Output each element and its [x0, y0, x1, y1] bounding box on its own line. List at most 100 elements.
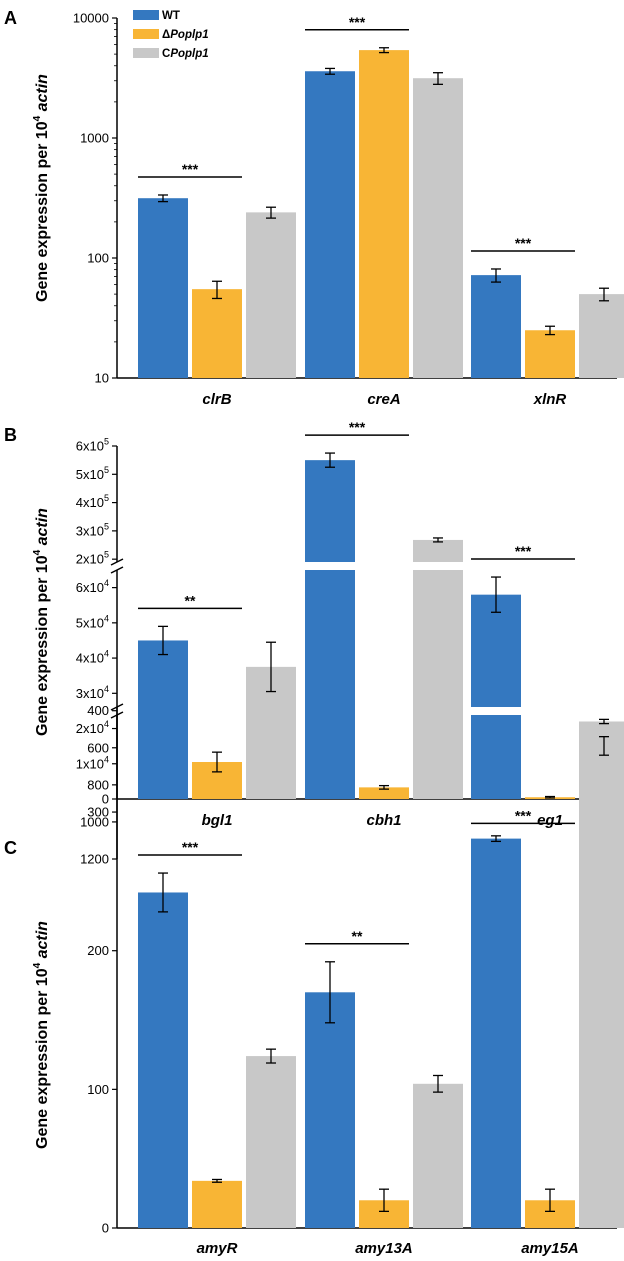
panel-c-y-tick-label-base: 600: [87, 740, 109, 755]
panel-c-y-axis-label-sup: 4: [32, 962, 43, 968]
panel-c-y-tick-label: 800: [87, 777, 109, 792]
panel-a-bar-mutant-clrb: [192, 289, 242, 378]
panel-a-bar-mutant-xlnr: [525, 330, 575, 378]
panel-c-y-tick-label-base: 800: [87, 777, 109, 792]
panel-a-bar-mutant-crea: [359, 50, 409, 379]
panel-c-bar-break-gap: [578, 707, 624, 715]
panel-a-y-tick-label-base: 10000: [73, 11, 109, 26]
panel-c-bar-mutant-amyr: [192, 1180, 242, 1228]
panel-b-letter: B: [4, 425, 17, 445]
panel-b-axis-break-mark: [110, 566, 124, 574]
panel-a-significance-label: ***: [515, 235, 532, 251]
panel-b-y-tick-label: 4x104: [76, 649, 109, 666]
panel-b-y-tick-label-exp: 4: [104, 754, 109, 764]
panel-c-y-tick-label: 1200: [80, 852, 109, 867]
legend-complement-prefix: C: [162, 48, 170, 60]
panel-b-y-tick-label: 4x105: [76, 493, 109, 510]
panel-c-category-label: amy15A: [521, 1240, 579, 1257]
panel-b-y-tick-label: 5x105: [76, 465, 109, 482]
panel-b-y-tick-label: 1x104: [76, 754, 109, 771]
legend: WT ΔPoplp1 CPoplp1: [133, 10, 209, 60]
panel-c-bar-complement-amyr: [246, 1056, 296, 1228]
panel-c-y-tick-label-base: 0: [102, 1221, 109, 1236]
panel-c-y-tick-label-base: 300: [87, 805, 109, 820]
panel-b-y-tick-label-exp: 5: [104, 493, 109, 503]
panel-a-y-axis-label: Gene expression per 104 actin: [32, 74, 51, 302]
panel-b-y-tick-label-exp: 4: [104, 649, 109, 659]
panel-b-bar-wt-eg1: [471, 594, 521, 799]
panel-c-significance-label: ***: [182, 839, 199, 855]
panel-c-y-axis-label-main: Gene expression per 10: [34, 968, 51, 1149]
panel-a-significance-label: ***: [182, 161, 199, 177]
panel-b-bar-complement-cbh1: [413, 539, 463, 799]
panel-b-y-tick-label-base: 4x10: [76, 651, 104, 666]
panel-c-y-tick-label: 300: [87, 805, 109, 820]
panel-b-y-tick-label-base: 3x10: [76, 523, 104, 538]
panel-c-y-tick-label-base: 1200: [80, 852, 109, 867]
panel-b-y-tick-label-base: 6x10: [76, 439, 104, 454]
legend-mutant-label: ΔPoplp1: [162, 29, 209, 41]
panel-b-category-label: cbh1: [366, 812, 401, 829]
legend-complement-label: CPoplp1: [162, 48, 209, 60]
panel-b-y-tick-label: 2x104: [76, 719, 109, 736]
panel-b-y-tick-label-base: 2x10: [76, 552, 104, 567]
panel-a-y-tick-label: 10000: [73, 11, 109, 26]
panel-b-y-tick-label-exp: 4: [104, 578, 109, 588]
panel-c-y-tick-label-base: 200: [87, 943, 109, 958]
panel-c-y-axis-label-italic: actin: [34, 921, 51, 963]
panel-c-bar-wt-amy13a: [305, 992, 355, 1228]
panel-b-y-tick-label-base: 6x10: [76, 580, 104, 595]
panel-a-y-tick-label: 100: [87, 251, 109, 266]
panel-b-category-label: eg1: [537, 812, 563, 829]
panel-a-y-tick-label-base: 1000: [80, 131, 109, 146]
panel-b-y-tick-label-exp: 4: [104, 684, 109, 694]
legend-mutant-swatch: [133, 29, 159, 39]
panel-b-y-tick-label-base: 4x10: [76, 495, 104, 510]
panel-b-y-tick-label-exp: 5: [104, 521, 109, 531]
panel-a-y-tick-label: 1000: [80, 131, 109, 146]
panel-c-axis-break-mark: [110, 711, 124, 719]
panel-a-bar-wt-clrb: [138, 198, 188, 378]
panel-b-y-tick-label: 6x105: [76, 437, 109, 454]
panel-c-letter: C: [4, 838, 17, 858]
panel-c-y-tick-label: 1000: [80, 814, 109, 829]
panel-b-y-tick-label-base: 5x10: [76, 467, 104, 482]
panel-c-y-tick-label: 600: [87, 740, 109, 755]
panel-c-category-label: amyR: [197, 1240, 238, 1257]
legend-wt-label: WT: [162, 10, 180, 22]
panel-b-y-tick-label-exp: 4: [104, 719, 109, 729]
panel-b-y-axis-label: Gene expression per 104 actin: [32, 508, 51, 736]
panel-b-y-axis-label-sup: 4: [32, 549, 43, 555]
legend-wt-swatch: [133, 10, 159, 20]
panel-a-y-axis-label-main: Gene expression per 10: [34, 121, 51, 302]
panel-c-bar-complement-amy13a: [413, 1083, 463, 1228]
panel-b-y-tick-label-exp: 5: [104, 465, 109, 475]
panel-a-category-label: clrB: [202, 391, 231, 408]
panel-a-y-tick-label-base: 10: [95, 371, 109, 386]
panel-c-y-tick-label-base: 1000: [80, 814, 109, 829]
panel-b-chart: B 01x1042x1043x1044x1045x1046x1042x1053x…: [4, 419, 624, 829]
panel-a-letter: A: [4, 8, 17, 28]
panel-a-chart: A 10 100 1000 10000 Gene expression per 104 …: [4, 8, 624, 408]
panel-b-bar-break-gap: [304, 562, 356, 570]
panel-b-y-tick-label-exp: 5: [104, 437, 109, 447]
panel-b-y-axis-label-italic: actin: [34, 508, 51, 550]
panel-a-y-tick-label-base: 100: [87, 251, 109, 266]
panel-a-bar-complement-clrb: [246, 212, 296, 378]
panel-b-bar-wt-bgl1: [138, 640, 188, 799]
panel-c-significance-label: **: [352, 928, 363, 944]
panel-b-significance-label: ***: [349, 419, 366, 435]
panel-b-bar-wt-cbh1: [305, 460, 355, 799]
panel-c-significance-label: ***: [515, 807, 532, 823]
panel-c-y-axis-label: Gene expression per 104 actin: [32, 921, 51, 1149]
legend-mutant-prefix: Δ: [162, 29, 170, 41]
panel-a-y-axis-label-italic: actin: [34, 74, 51, 116]
panel-b-y-tick-label: 2x105: [76, 550, 109, 567]
panel-c-y-tick-label: 0: [102, 1221, 109, 1236]
panel-c-category-label: amy13A: [355, 1240, 413, 1257]
panel-b-y-tick-label-base: 2x10: [76, 721, 104, 736]
panel-b-bar-mutant-cbh1: [359, 787, 409, 799]
panel-b-y-tick-label: 0: [102, 792, 109, 807]
legend-mutant-italic: Poplp1: [170, 29, 208, 41]
panel-c-bar-wt-amyr: [138, 892, 188, 1228]
